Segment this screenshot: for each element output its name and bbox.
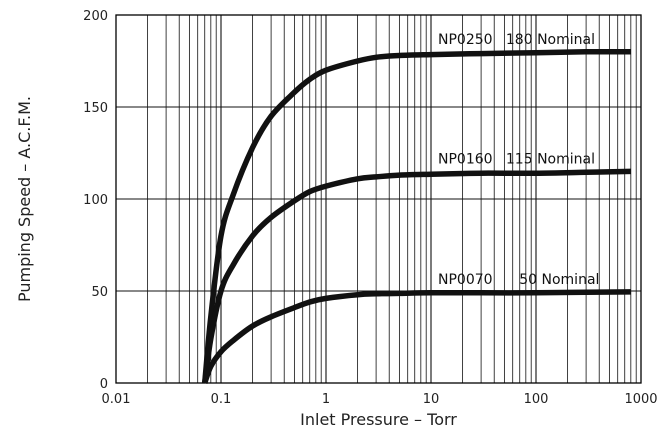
x-tick-label: 100 [524, 392, 549, 407]
y-tick-label: 150 [83, 101, 108, 116]
series-label-2: NP0160 115 Nominal [438, 151, 595, 167]
x-axis-title: Inlet Pressure – Torr [300, 410, 457, 429]
x-tick-label: 0.01 [102, 392, 131, 407]
y-tick-label: 100 [83, 193, 108, 208]
x-tick-label: 0.1 [211, 392, 232, 407]
x-tick-label: 1 [322, 392, 330, 407]
grid [116, 15, 641, 383]
y-tick-label: 50 [91, 285, 108, 300]
y-axis-title: Pumping Speed – A.C.F.M. [15, 96, 34, 302]
series-line-3 [202, 289, 631, 385]
x-tick-label: 10 [423, 392, 440, 407]
y-tick-label: 0 [100, 377, 108, 392]
series-label-1: NP0250 180 Nominal [438, 32, 595, 48]
series-label-3: NP0070 50 Nominal [438, 272, 599, 288]
x-tick-label: 1000 [624, 392, 657, 407]
series-line-2 [201, 168, 631, 384]
series-lines [201, 48, 631, 385]
y-tick-label: 200 [83, 9, 108, 24]
series-labels: NP0250 180 Nominal NP0160 115 Nominal NP00… [438, 32, 599, 288]
plot-frame [115, 14, 642, 384]
tick-labels: 0.01 0.1 1 10 100 1000 0 50 100 150 200 [83, 9, 657, 407]
series-line-1 [201, 48, 631, 384]
